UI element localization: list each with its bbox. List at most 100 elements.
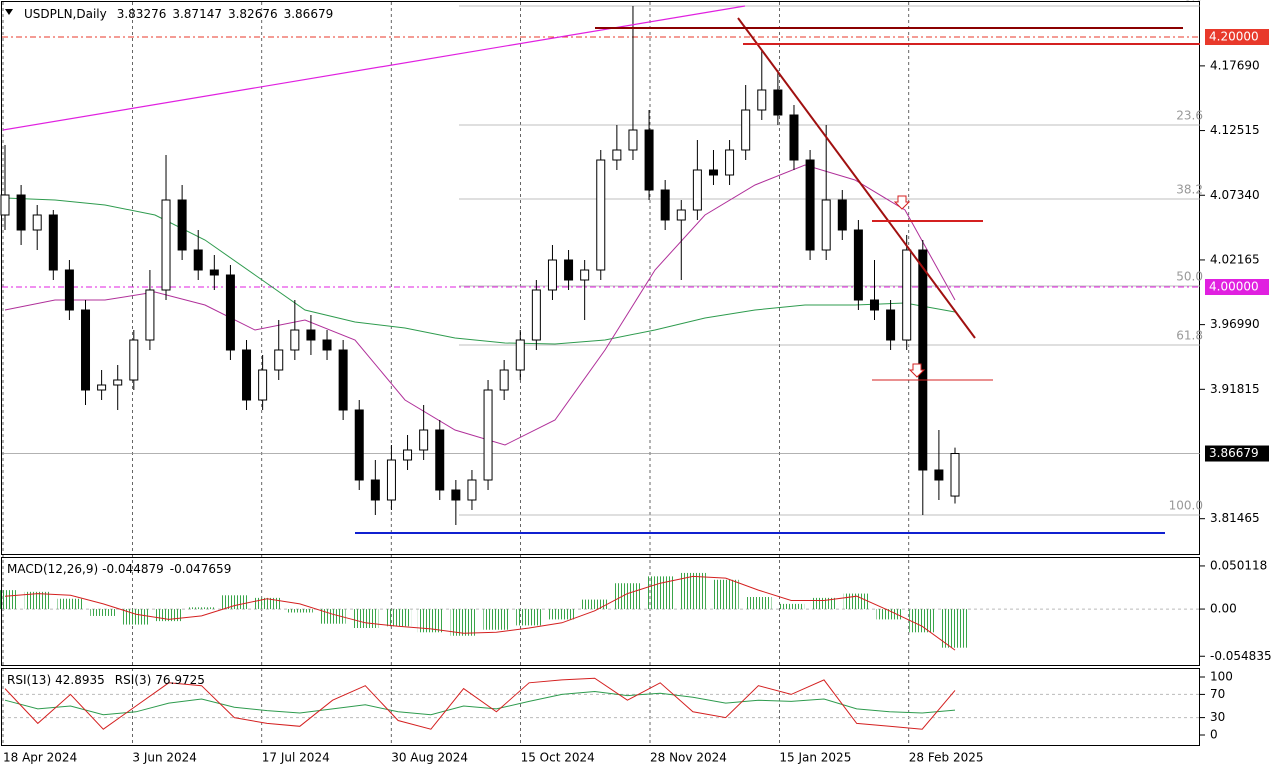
symbol-header: USDPLN,Daily 3.83276 3.87147 3.82676 3.86679 bbox=[24, 7, 333, 21]
candle-body bbox=[0, 194, 10, 216]
macd-bar bbox=[254, 597, 281, 610]
macd-bar bbox=[712, 579, 739, 610]
arrow-down bbox=[908, 363, 926, 378]
candle-body bbox=[902, 249, 912, 341]
rsi-panel bbox=[1, 668, 1200, 746]
x-tick-label: 3 Jun 2024 bbox=[132, 751, 197, 765]
candle-body bbox=[628, 129, 638, 151]
y-tick-label: 30 bbox=[1210, 710, 1225, 724]
macd-bar bbox=[90, 609, 117, 616]
candle-body bbox=[306, 329, 316, 341]
candle-body bbox=[370, 479, 380, 501]
price-tag bbox=[1205, 445, 1269, 462]
rsi-line bbox=[4, 690, 956, 716]
candle-body bbox=[177, 199, 187, 251]
moving-average bbox=[4, 164, 956, 446]
candle-body bbox=[853, 229, 863, 301]
fib-label: 23.6 bbox=[1176, 109, 1203, 123]
macd-bar bbox=[483, 609, 510, 630]
candle-body bbox=[32, 214, 42, 231]
y-tick-label: 0.050118 bbox=[1210, 558, 1267, 572]
macd-bar bbox=[548, 609, 575, 620]
candle-body bbox=[580, 269, 590, 281]
candle-body bbox=[354, 409, 364, 481]
candle-body bbox=[435, 429, 445, 491]
macd-bar bbox=[286, 609, 313, 613]
macd-bar bbox=[123, 609, 150, 625]
candle-body bbox=[242, 349, 252, 401]
candle-body bbox=[725, 149, 735, 176]
price-tag-label: 4.00000 bbox=[1209, 280, 1259, 294]
candle-body bbox=[64, 269, 74, 311]
macd-bar bbox=[581, 599, 608, 610]
macd-bar bbox=[778, 603, 805, 610]
price-panel bbox=[1, 1, 1200, 555]
candle-body bbox=[161, 199, 171, 291]
x-tick-label: 15 Jan 2025 bbox=[779, 751, 851, 765]
candle-body bbox=[612, 149, 622, 161]
candle-body bbox=[821, 199, 831, 251]
macd-bar bbox=[450, 609, 477, 636]
rsi-line bbox=[4, 677, 956, 730]
macd-bar bbox=[745, 597, 772, 610]
candle-body bbox=[934, 469, 944, 481]
fib-label: 61.8 bbox=[1176, 329, 1203, 343]
macd-bar bbox=[188, 607, 215, 610]
price-tag bbox=[1205, 29, 1269, 45]
price-tag-label: 4.20000 bbox=[1209, 30, 1259, 44]
candle-body bbox=[386, 459, 396, 501]
candle-body bbox=[773, 89, 783, 116]
price-tag-label: 3.86679 bbox=[1209, 446, 1259, 460]
candle-body bbox=[467, 479, 477, 501]
macd-bar bbox=[810, 597, 837, 610]
candle-body bbox=[596, 159, 606, 271]
macd-bar bbox=[942, 609, 968, 648]
candle-body bbox=[322, 339, 332, 351]
rsi-label: RSI(13) 42.8935 RSI(3) 76.9725 bbox=[7, 673, 205, 687]
candle-body bbox=[644, 129, 654, 191]
y-tick-label: 4.07340 bbox=[1210, 188, 1260, 202]
y-tick-label: 100 bbox=[1210, 670, 1233, 684]
candle-body bbox=[16, 194, 26, 231]
candle-body bbox=[918, 249, 928, 471]
candle-body bbox=[81, 309, 91, 391]
menu-arrow[interactable] bbox=[5, 9, 13, 15]
x-tick-label: 30 Aug 2024 bbox=[391, 751, 468, 765]
x-tick-label: 17 Jul 2024 bbox=[262, 751, 330, 765]
fib-label: 100.0 bbox=[1169, 499, 1203, 513]
candle-body bbox=[837, 199, 847, 231]
candle-body bbox=[805, 159, 815, 251]
candle-body bbox=[225, 274, 235, 351]
macd-label: MACD(12,26,9) -0.044879 -0.047659 bbox=[7, 562, 231, 576]
candle-body bbox=[692, 169, 702, 211]
y-tick-label: 4.17690 bbox=[1210, 58, 1260, 72]
candle-body bbox=[950, 453, 960, 497]
x-tick-label: 15 Oct 2024 bbox=[521, 751, 595, 765]
macd-bar bbox=[909, 609, 936, 633]
y-tick-label: 3.91815 bbox=[1210, 382, 1260, 396]
macd-signal bbox=[4, 575, 956, 651]
trend-line bbox=[737, 17, 976, 339]
candle-body bbox=[499, 369, 509, 391]
candle-body bbox=[869, 299, 879, 311]
candle-body bbox=[886, 309, 896, 341]
candle-body bbox=[338, 349, 348, 411]
y-tick-label: 3.96990 bbox=[1210, 317, 1260, 331]
candle-body bbox=[708, 169, 718, 176]
macd-bar bbox=[614, 583, 641, 610]
candle-body bbox=[209, 269, 219, 276]
y-tick-label: 70 bbox=[1210, 687, 1225, 701]
candle-body bbox=[290, 329, 300, 351]
macd-bar bbox=[417, 609, 444, 633]
candle-body bbox=[789, 114, 799, 161]
candle-body bbox=[451, 489, 461, 501]
macd-bar bbox=[876, 609, 903, 620]
fib-label: 38.2 bbox=[1176, 183, 1203, 197]
candle-body bbox=[145, 289, 155, 341]
arrow-down bbox=[893, 195, 911, 210]
macd-panel bbox=[1, 557, 1200, 666]
y-tick-label: 3.81465 bbox=[1210, 511, 1260, 525]
candle-body bbox=[676, 209, 686, 221]
